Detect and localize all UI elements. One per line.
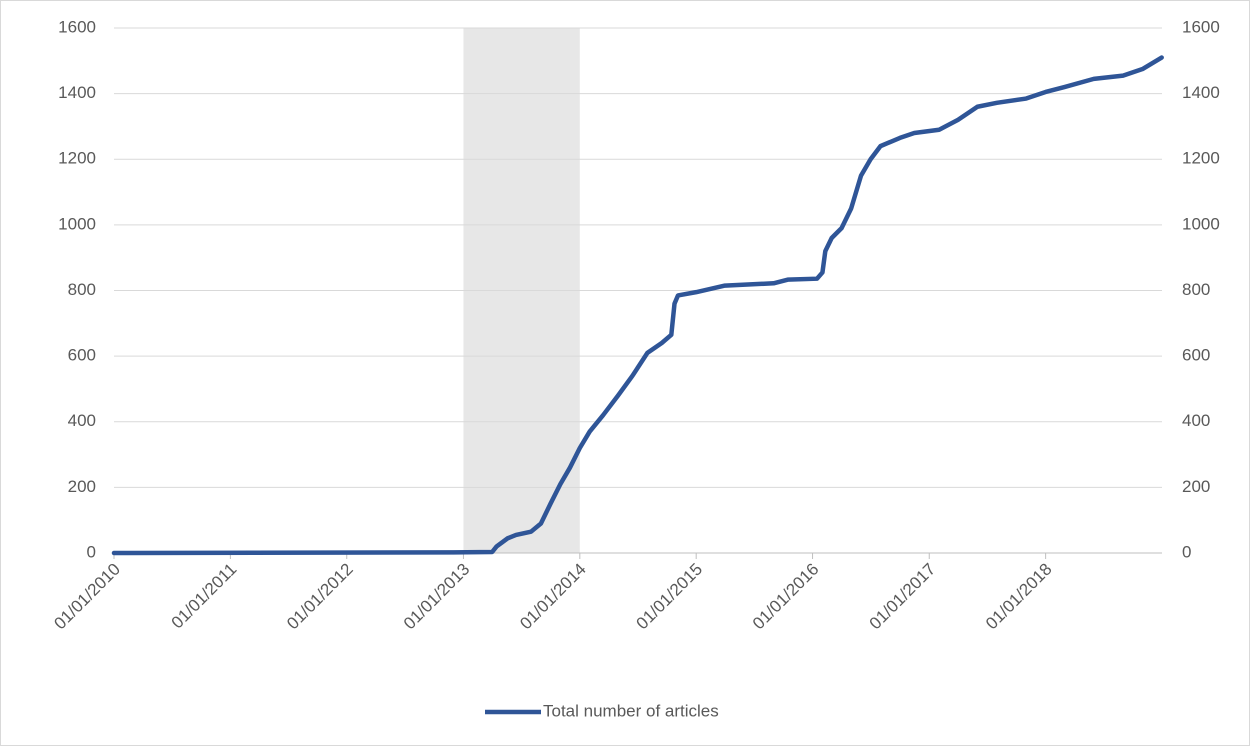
y-tick-label: 0 bbox=[87, 542, 96, 561]
y-tick-label: 1200 bbox=[58, 149, 96, 168]
y2-tick-label: 1000 bbox=[1182, 214, 1220, 233]
y-tick-label: 800 bbox=[68, 280, 96, 299]
y2-tick-label: 0 bbox=[1182, 542, 1191, 561]
y2-tick-label: 1600 bbox=[1182, 17, 1220, 36]
y-tick-label: 200 bbox=[68, 477, 96, 496]
y-tick-label: 600 bbox=[68, 346, 96, 365]
y-tick-label: 1000 bbox=[58, 214, 96, 233]
y-tick-label: 1600 bbox=[58, 17, 96, 36]
y2-tick-label: 200 bbox=[1182, 477, 1210, 496]
y2-tick-label: 400 bbox=[1182, 411, 1210, 430]
y-tick-label: 400 bbox=[68, 411, 96, 430]
y2-tick-label: 1400 bbox=[1182, 83, 1220, 102]
y2-tick-label: 1200 bbox=[1182, 149, 1220, 168]
line bbox=[111, 55, 1164, 556]
y-tick-label: 1400 bbox=[58, 83, 96, 102]
y2-tick-label: 600 bbox=[1182, 346, 1210, 365]
legend-label: Total number of articles bbox=[543, 701, 719, 720]
y2-tick-label: 800 bbox=[1182, 280, 1210, 299]
